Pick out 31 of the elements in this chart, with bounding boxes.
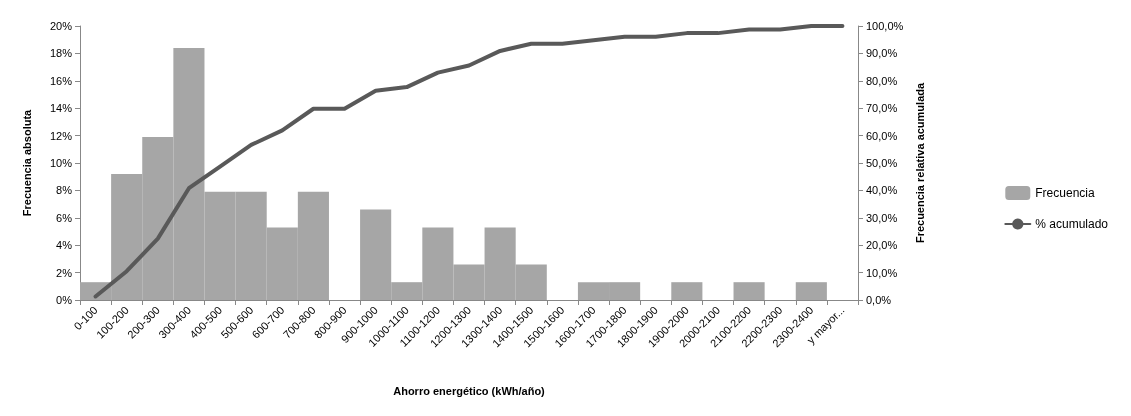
y2-tick-label: 50,0% — [866, 157, 898, 169]
bar — [733, 282, 765, 300]
y-tick-label: 10% — [49, 157, 73, 169]
y-tick-label: 18% — [49, 47, 73, 60]
y-tick-label: 6% — [56, 211, 73, 224]
legend-label: % acumulado — [1035, 217, 1109, 231]
y2-tick-label: 70,0% — [866, 102, 898, 115]
y-tick-label: 8% — [56, 184, 73, 197]
y2-tick-label: 40,0% — [866, 184, 898, 197]
y-tick-label: 2% — [56, 266, 73, 279]
bar — [671, 282, 703, 300]
y2-tick-label: 80,0% — [866, 74, 898, 87]
y-tick-label: 16% — [49, 74, 73, 87]
y2-tick-label: 30,0% — [866, 211, 898, 224]
line-series — [93, 24, 845, 299]
y-tick-label: 4% — [56, 239, 73, 252]
y2-tick-label: 10,0% — [866, 266, 898, 279]
bar — [795, 282, 827, 300]
y2-tick-label: 0,0% — [866, 294, 892, 306]
y-tick-label: 12% — [49, 129, 73, 142]
y2-tick-label: 90,0% — [866, 47, 898, 60]
y-tick-label: 14% — [49, 102, 73, 115]
y2-tick-label: 60,0% — [866, 129, 898, 142]
x-axis-title: Ahorro energético (kWh/año) — [393, 384, 546, 397]
y-tick-label: 0% — [56, 294, 73, 306]
y-tick-label: 20% — [49, 20, 73, 32]
y2-axis-title: Frecuencia relativa acumulada — [913, 82, 926, 244]
y2-tick-label: 20,0% — [866, 239, 898, 252]
legend-label: Frecuencia — [1035, 186, 1095, 200]
y-axis-title: Frecuencia absoluta — [20, 108, 33, 217]
y2-tick-label: 100,0% — [866, 20, 904, 32]
